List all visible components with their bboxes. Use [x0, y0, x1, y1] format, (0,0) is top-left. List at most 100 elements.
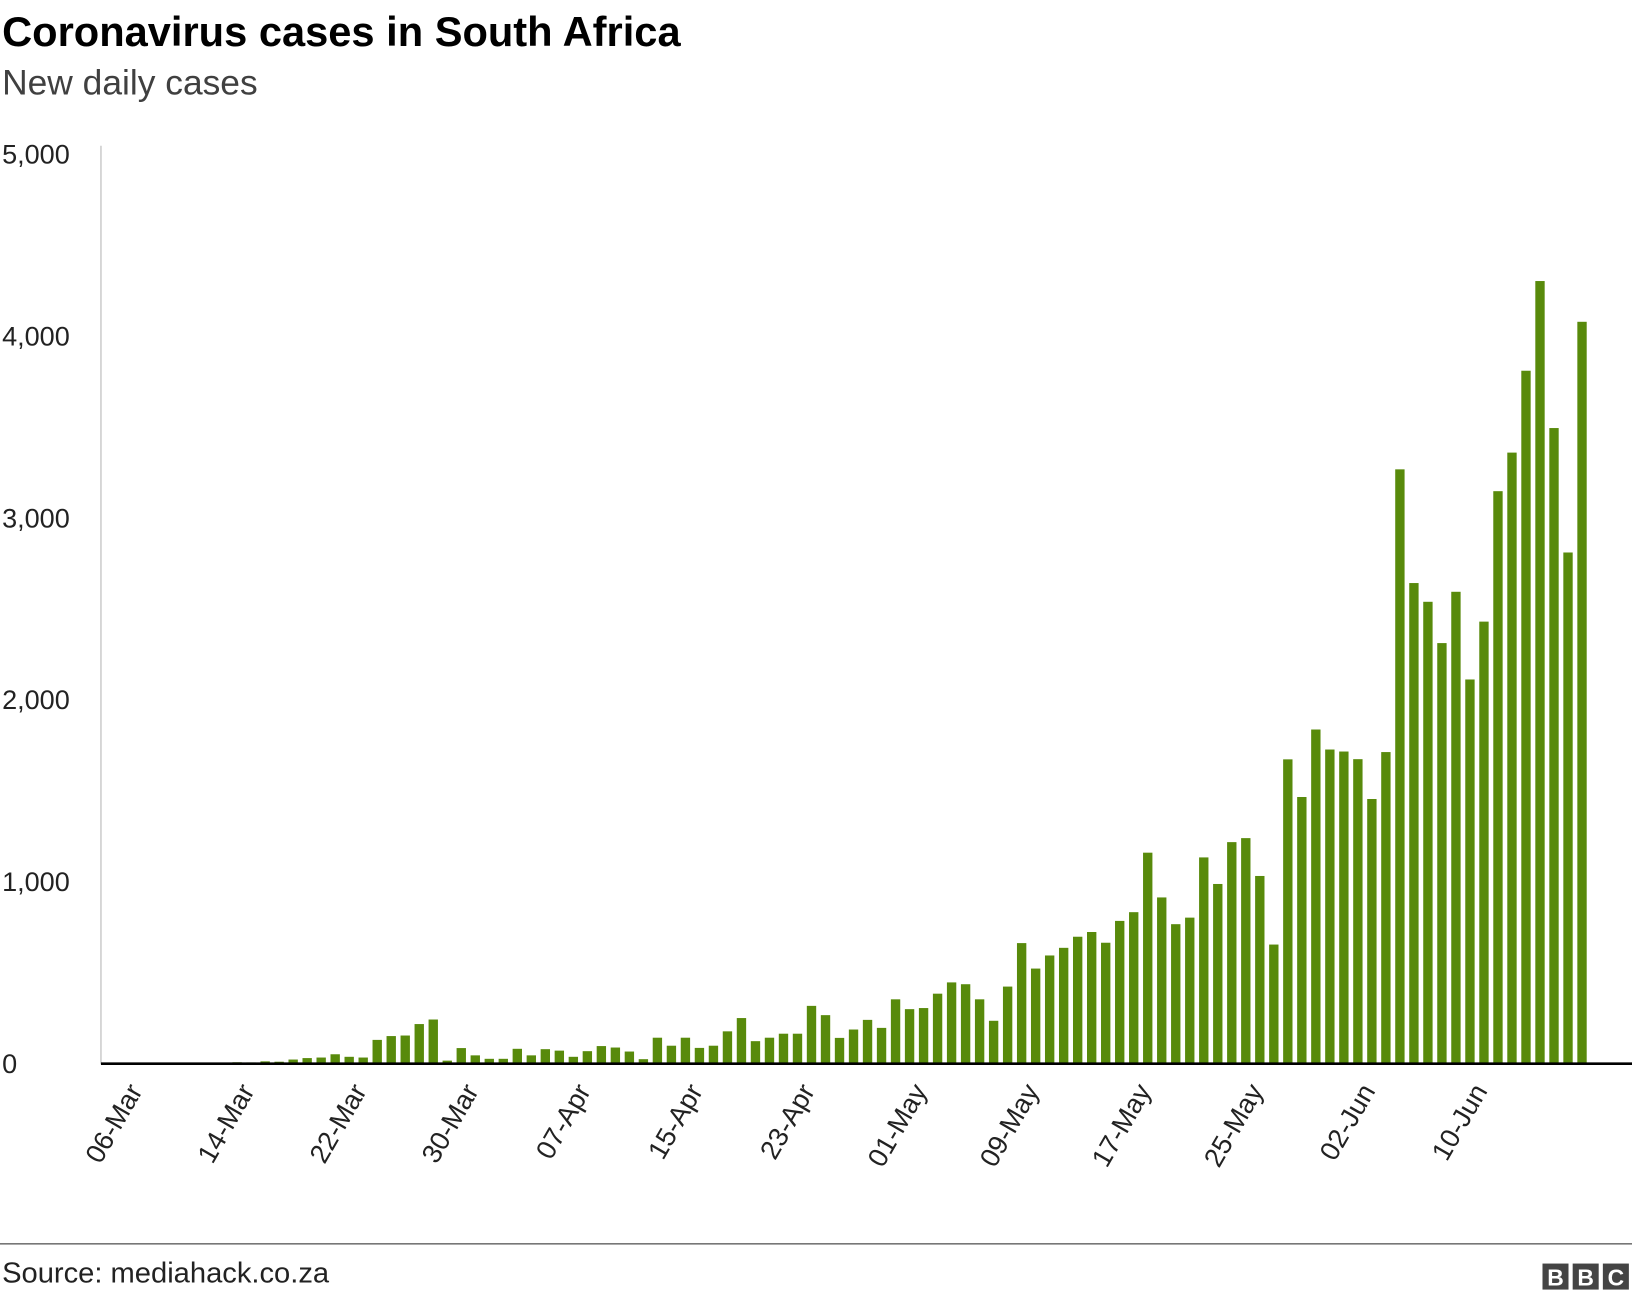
bar	[498, 1058, 508, 1064]
bar	[652, 1037, 663, 1064]
x-tick-label: 22-Mar	[304, 1079, 373, 1168]
bar	[778, 1033, 789, 1064]
bar	[1535, 281, 1545, 1064]
bar	[680, 1037, 691, 1064]
bar	[1199, 857, 1209, 1064]
bar	[442, 1060, 452, 1064]
bar	[344, 1056, 354, 1064]
bar	[988, 1020, 999, 1064]
y-tick-label: 5,000	[2, 139, 70, 169]
bar	[1507, 452, 1517, 1064]
logo-letter: B	[1577, 1264, 1594, 1290]
bar	[666, 1045, 677, 1064]
bar	[302, 1058, 312, 1064]
bar	[1171, 924, 1181, 1064]
x-tick-label: 10-Jun	[1426, 1079, 1493, 1166]
bar	[568, 1056, 579, 1064]
bar	[1577, 321, 1587, 1064]
bar	[1255, 875, 1265, 1064]
bar	[1129, 912, 1139, 1064]
y-tick-label: 4,000	[2, 321, 70, 351]
x-tick-label: 23-Apr	[754, 1079, 821, 1164]
bar	[1283, 759, 1293, 1064]
bar	[1115, 920, 1125, 1064]
bar	[1465, 679, 1475, 1064]
bar	[918, 1008, 929, 1064]
bar	[400, 1035, 410, 1064]
chart-subtitle: New daily cases	[2, 64, 258, 103]
bar	[1101, 942, 1111, 1064]
bar	[1325, 749, 1335, 1064]
bar	[596, 1046, 607, 1064]
bar	[1087, 932, 1097, 1064]
bar	[638, 1059, 649, 1064]
bar	[330, 1054, 340, 1064]
bar	[1549, 428, 1559, 1064]
bar	[1563, 552, 1573, 1064]
bar	[806, 1005, 817, 1064]
x-tick-label: 15-Apr	[642, 1079, 709, 1164]
bar	[876, 1027, 887, 1064]
bar	[1072, 936, 1083, 1064]
bar	[890, 999, 901, 1064]
bar	[946, 982, 957, 1064]
bar	[1381, 752, 1391, 1064]
x-tick-label: 06-Mar	[80, 1079, 149, 1168]
bar	[582, 1051, 593, 1064]
bar	[316, 1057, 326, 1064]
bar	[848, 1029, 859, 1064]
bar	[1241, 838, 1251, 1064]
bar	[428, 1019, 438, 1064]
bar	[1002, 986, 1013, 1064]
bar	[1058, 947, 1069, 1064]
logo-letter: B	[1547, 1264, 1564, 1290]
bar	[456, 1048, 466, 1064]
bar	[820, 1015, 831, 1064]
chart-title: Coronavirus cases in South Africa	[2, 8, 681, 55]
bar	[1521, 370, 1531, 1064]
x-tick-label: 14-Mar	[192, 1079, 261, 1168]
bar	[764, 1037, 775, 1064]
bar	[624, 1051, 635, 1064]
bar	[1339, 751, 1349, 1064]
bar	[932, 993, 943, 1064]
bar	[1157, 897, 1167, 1064]
bar	[1269, 944, 1279, 1064]
bar	[904, 1009, 915, 1064]
bar	[1493, 491, 1503, 1064]
bar	[526, 1055, 536, 1064]
x-tick-label: 07-Apr	[530, 1079, 597, 1164]
bar	[372, 1039, 382, 1064]
x-tick-label: 02-Jun	[1314, 1079, 1381, 1166]
bar	[1297, 797, 1307, 1064]
bar	[1437, 643, 1447, 1064]
bar	[708, 1045, 719, 1064]
bar	[1213, 883, 1223, 1064]
bar	[288, 1059, 298, 1064]
x-tick-label: 09-May	[974, 1078, 1045, 1172]
bar	[1311, 729, 1321, 1064]
bar	[1044, 955, 1055, 1064]
bar	[1479, 621, 1489, 1064]
bar	[694, 1047, 705, 1064]
source: Source: mediahack.co.za	[2, 1257, 330, 1289]
bar	[1395, 469, 1405, 1064]
bar	[974, 999, 985, 1064]
bar	[358, 1057, 368, 1064]
x-tick-label: 30-Mar	[416, 1079, 485, 1168]
x-tick-label: 25-May	[1198, 1078, 1269, 1172]
y-tick-label: 2,000	[2, 685, 70, 715]
bar	[1451, 591, 1461, 1064]
x-tick-label: 17-May	[1086, 1078, 1157, 1172]
logo-letter: C	[1608, 1264, 1625, 1290]
bar	[862, 1019, 873, 1064]
bar	[1423, 601, 1433, 1064]
bar	[1030, 968, 1041, 1064]
bar	[792, 1033, 803, 1064]
bar	[1227, 842, 1237, 1064]
bar	[554, 1050, 565, 1064]
y-tick-label: 1,000	[2, 867, 70, 897]
bar	[1016, 943, 1027, 1064]
